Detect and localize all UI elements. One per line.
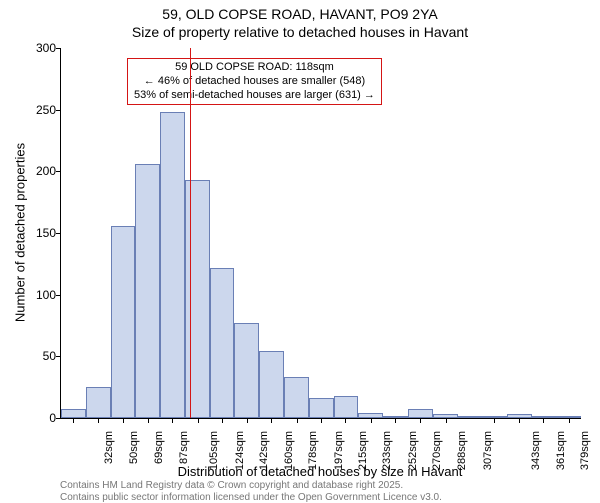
histogram-bar xyxy=(111,226,136,418)
x-tick-mark xyxy=(371,418,372,423)
y-tick-label: 300 xyxy=(30,41,56,55)
y-tick-mark xyxy=(56,356,61,357)
y-tick-label: 200 xyxy=(30,164,56,178)
histogram-bar xyxy=(210,268,235,418)
x-tick-mark xyxy=(271,418,272,423)
histogram-bar xyxy=(86,387,111,418)
x-tick-mark xyxy=(569,418,570,423)
annotation-line2: ← 46% of detached houses are smaller (54… xyxy=(134,75,375,89)
x-tick-mark xyxy=(172,418,173,423)
y-tick-label: 100 xyxy=(30,288,56,302)
x-tick-label: 252sqm xyxy=(407,431,419,470)
y-tick-mark xyxy=(56,48,61,49)
histogram-bar xyxy=(408,409,433,418)
x-tick-mark xyxy=(98,418,99,423)
footer-attribution-1: Contains HM Land Registry data © Crown c… xyxy=(60,480,403,491)
histogram-bar xyxy=(259,351,284,418)
x-tick-label: 270sqm xyxy=(432,431,444,470)
x-tick-label: 50sqm xyxy=(128,431,140,464)
x-tick-mark xyxy=(395,418,396,423)
x-tick-mark xyxy=(446,418,447,423)
histogram-bar xyxy=(309,398,334,418)
x-tick-label: 142sqm xyxy=(258,431,270,470)
y-tick-mark xyxy=(56,233,61,234)
histogram-bar xyxy=(532,416,557,418)
x-tick-label: 379sqm xyxy=(579,431,591,470)
histogram-bar xyxy=(160,112,185,418)
histogram-bar xyxy=(185,180,210,418)
x-tick-mark xyxy=(73,418,74,423)
reference-line xyxy=(190,48,191,418)
x-tick-label: 178sqm xyxy=(307,431,319,470)
property-size-chart: 59, OLD COPSE ROAD, HAVANT, PO9 2YA Size… xyxy=(0,0,600,500)
y-tick-label: 250 xyxy=(30,103,56,117)
y-axis-label: Number of detached properties xyxy=(13,133,28,333)
x-tick-mark xyxy=(345,418,346,423)
chart-title-address: 59, OLD COPSE ROAD, HAVANT, PO9 2YA xyxy=(0,6,600,22)
x-tick-mark xyxy=(321,418,322,423)
x-tick-mark xyxy=(297,418,298,423)
footer-attribution-2: Contains public sector information licen… xyxy=(60,492,442,503)
x-tick-mark xyxy=(123,418,124,423)
y-tick-label: 0 xyxy=(30,411,56,425)
x-tick-label: 32sqm xyxy=(103,431,115,464)
x-tick-label: 69sqm xyxy=(153,431,165,464)
x-tick-label: 288sqm xyxy=(456,431,468,470)
annotation-line3: 53% of semi-detached houses are larger (… xyxy=(134,89,375,103)
x-tick-mark xyxy=(148,418,149,423)
histogram-bar xyxy=(334,396,359,418)
histogram-bar xyxy=(284,377,309,418)
annotation-callout: 59 OLD COPSE ROAD: 118sqm ← 46% of detac… xyxy=(127,58,382,105)
histogram-bar xyxy=(234,323,259,418)
histogram-bar xyxy=(135,164,160,418)
x-tick-label: 105sqm xyxy=(208,431,220,470)
y-tick-mark xyxy=(56,171,61,172)
histogram-bar xyxy=(61,409,86,418)
x-tick-label: 215sqm xyxy=(357,431,369,470)
chart-subtitle: Size of property relative to detached ho… xyxy=(0,24,600,40)
histogram-bar xyxy=(458,416,483,418)
x-tick-mark xyxy=(519,418,520,423)
y-tick-mark xyxy=(56,110,61,111)
x-tick-mark xyxy=(222,418,223,423)
x-tick-label: 361sqm xyxy=(555,431,567,470)
x-tick-mark xyxy=(420,418,421,423)
x-tick-mark xyxy=(494,418,495,423)
x-tick-mark xyxy=(247,418,248,423)
x-tick-mark xyxy=(198,418,199,423)
plot-area: 59 OLD COPSE ROAD: 118sqm ← 46% of detac… xyxy=(60,48,581,419)
x-tick-label: 343sqm xyxy=(530,431,542,470)
x-axis-label: Distribution of detached houses by size … xyxy=(60,464,580,479)
annotation-line1: 59 OLD COPSE ROAD: 118sqm xyxy=(134,61,375,75)
x-tick-mark xyxy=(543,418,544,423)
y-tick-label: 50 xyxy=(30,349,56,363)
y-tick-label: 150 xyxy=(30,226,56,240)
x-tick-label: 124sqm xyxy=(234,431,246,470)
x-tick-label: 160sqm xyxy=(283,431,295,470)
x-tick-label: 233sqm xyxy=(382,431,394,470)
y-tick-mark xyxy=(56,418,61,419)
y-tick-mark xyxy=(56,295,61,296)
x-tick-label: 307sqm xyxy=(482,431,494,470)
x-tick-label: 87sqm xyxy=(178,431,190,464)
x-tick-label: 197sqm xyxy=(333,431,345,470)
